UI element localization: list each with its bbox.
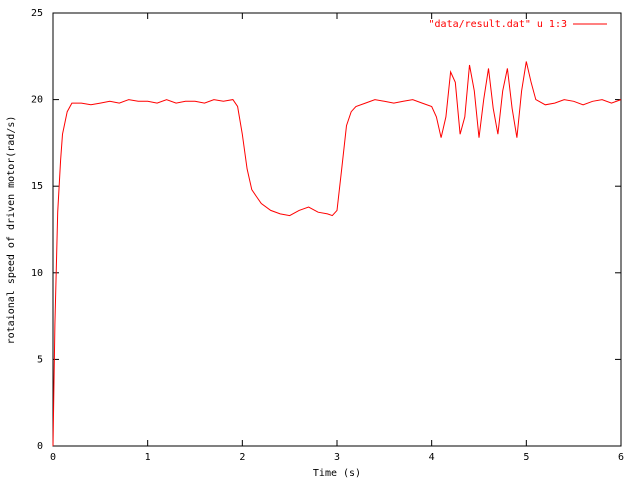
x-tick-label: 3	[334, 452, 340, 463]
y-tick-label: 25	[31, 8, 43, 19]
x-tick-label: 4	[429, 452, 435, 463]
legend-label: "data/result.dat" u 1:3	[429, 19, 567, 30]
series-line	[52, 61, 622, 447]
axis-ticks	[52, 12, 622, 447]
plot-frame	[52, 12, 622, 447]
x-tick-label: 5	[523, 452, 529, 463]
x-tick-label: 6	[618, 452, 624, 463]
x-axis-label: Time (s)	[313, 468, 361, 479]
y-tick-label: 20	[31, 95, 43, 106]
x-tick-label: 2	[239, 452, 245, 463]
x-tick-label: 1	[145, 452, 151, 463]
x-tick-label: 0	[50, 452, 56, 463]
y-tick-label: 5	[37, 354, 43, 365]
y-axis-label: rotaional speed of driven motor(rad/s)	[6, 116, 17, 345]
y-tick-label: 10	[31, 268, 43, 279]
tick-labels: 0 1 2 3 4 5 6 0 5 10 15 20 25	[31, 8, 624, 463]
y-tick-label: 15	[31, 181, 43, 192]
y-tick-label: 0	[37, 441, 43, 452]
